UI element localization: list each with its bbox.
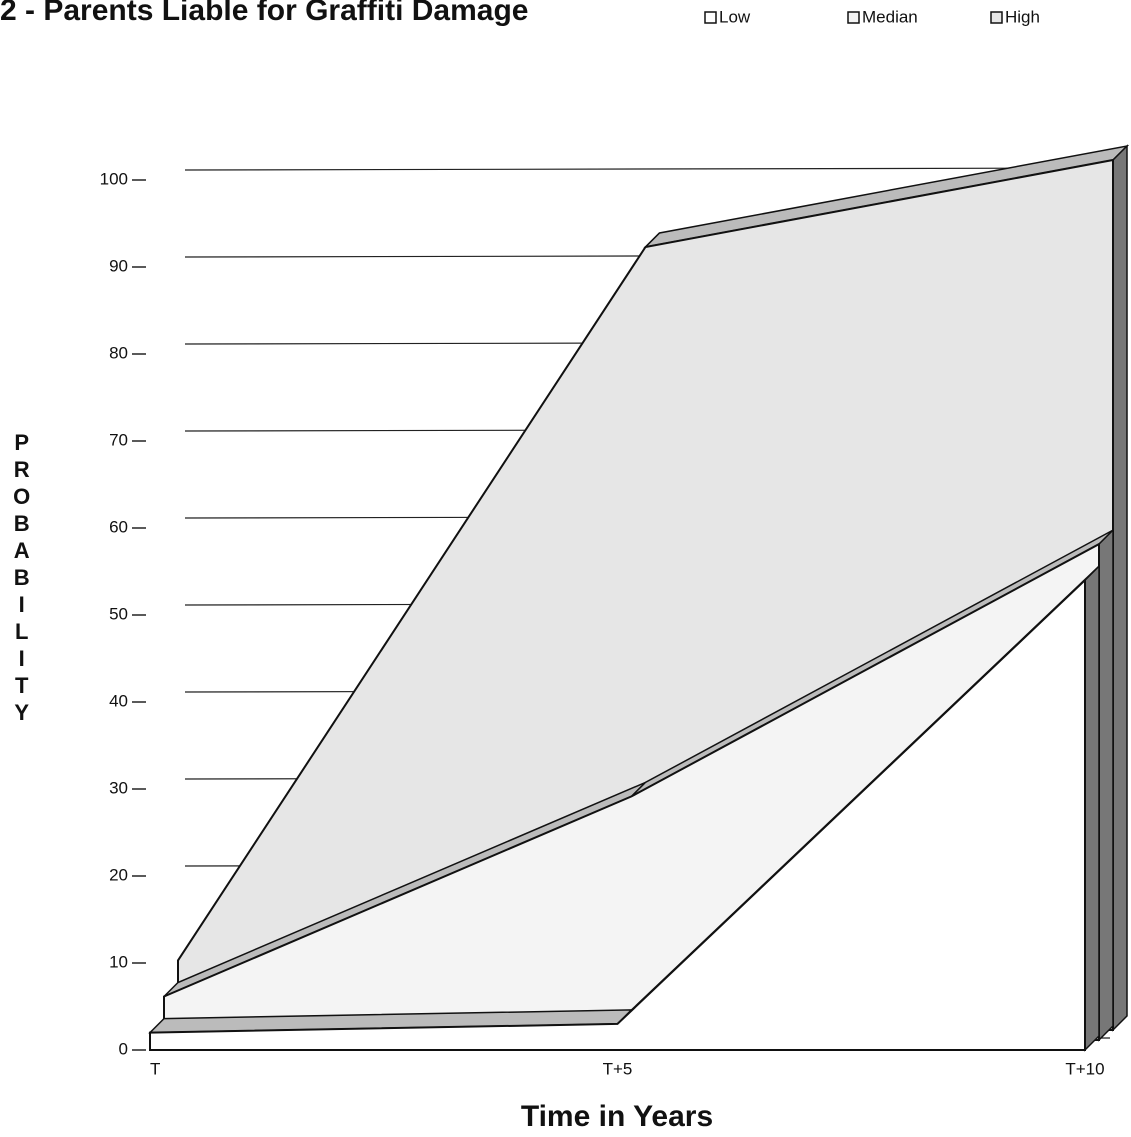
y-tick-label: 90 <box>109 256 128 275</box>
area-side <box>1098 528 1114 1042</box>
area-side <box>1112 144 1128 1032</box>
y-tick-label: 0 <box>119 1039 128 1058</box>
legend-swatch <box>847 11 860 24</box>
grid-line <box>184 167 1111 171</box>
legend-label: Median <box>862 7 918 26</box>
y-tick-label: 80 <box>109 343 128 362</box>
y-tick-label: 60 <box>109 517 128 536</box>
y-tick-label: 30 <box>109 778 128 797</box>
legend-label: Low <box>719 7 751 26</box>
x-tick-label: T+5 <box>603 1059 633 1078</box>
y-tick-label: 20 <box>109 865 128 884</box>
y-tick-label: 40 <box>109 691 128 710</box>
y-tick-label: 50 <box>109 604 128 623</box>
area <box>149 577 1086 1051</box>
y-tick-label: 10 <box>109 952 128 971</box>
area-side <box>1084 564 1100 1052</box>
chart-title: 2 - Parents Liable for Graffiti Damage <box>0 0 528 27</box>
legend-label: High <box>1005 7 1040 26</box>
x-axis-label: Time in Years <box>521 1100 713 1133</box>
y-tick-label: 70 <box>109 430 128 449</box>
y-axis-label: PROBABILITY <box>9 430 34 727</box>
x-tick-label: T+10 <box>1065 1059 1104 1078</box>
legend-swatch <box>990 11 1003 24</box>
y-tick-label: 100 <box>100 169 128 188</box>
legend-swatch <box>704 11 717 24</box>
x-tick-label: T <box>150 1059 160 1078</box>
